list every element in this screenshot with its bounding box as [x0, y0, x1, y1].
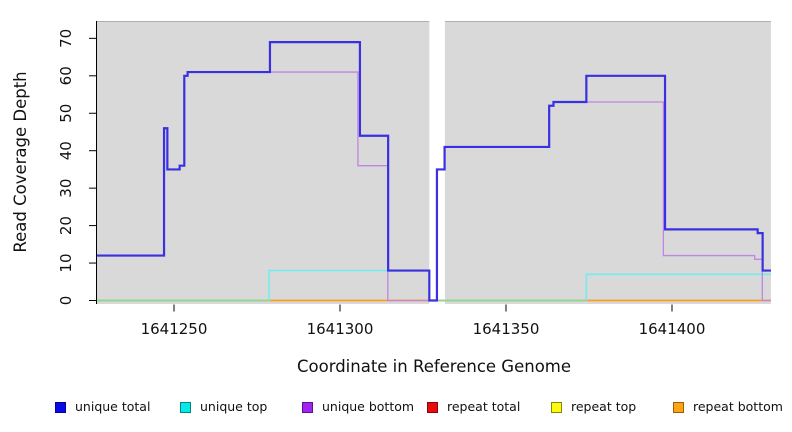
x-tick-label: 1641300 — [307, 320, 374, 338]
y-tick-label: 60 — [57, 66, 75, 85]
legend-swatch-icon — [427, 401, 438, 413]
y-tick-label: 0 — [57, 296, 75, 306]
legend: unique total unique top unique bottom repea… — [0, 399, 792, 417]
legend-swatch-icon — [55, 401, 66, 413]
y-tick-label: 10 — [57, 254, 75, 273]
legend-swatch-icon — [180, 401, 191, 413]
legend-item-unique-total: unique total — [55, 399, 150, 415]
series-line-unique-total — [96, 40, 771, 302]
y-tick-label: 30 — [57, 179, 75, 198]
legend-item-repeat-bottom: repeat bottom — [673, 399, 783, 415]
legend-item-repeat-total: repeat total — [427, 399, 520, 415]
legend-swatch-icon — [673, 401, 684, 413]
legend-label: repeat total — [447, 399, 521, 414]
x-tick-label: 1641250 — [141, 320, 208, 338]
legend-label: repeat top — [571, 399, 637, 414]
legend-item-repeat-top: repeat top — [551, 399, 636, 415]
legend-swatch-icon — [551, 401, 562, 413]
legend-label: unique top — [200, 399, 268, 414]
legend-label: repeat bottom — [693, 399, 783, 414]
x-axis-title: Coordinate in Reference Genome — [297, 357, 571, 376]
x-tick-label: 1641350 — [473, 320, 540, 338]
legend-swatch-icon — [302, 401, 313, 413]
y-tick-label: 40 — [57, 141, 75, 160]
legend-label: unique bottom — [322, 399, 415, 414]
y-tick-label: 20 — [57, 216, 75, 235]
legend-item-unique-top: unique top — [180, 399, 267, 415]
plot-panel-2 — [444, 21, 771, 304]
legend-item-unique-bottom: unique bottom — [302, 399, 414, 415]
x-tick-label: 1641400 — [639, 320, 706, 338]
y-tick-label: 70 — [57, 29, 75, 48]
legend-label: unique total — [75, 399, 151, 414]
y-tick-label: 50 — [57, 104, 75, 123]
plot-panel-1 — [96, 21, 430, 304]
y-axis-title: Read Coverage Depth — [11, 71, 30, 252]
